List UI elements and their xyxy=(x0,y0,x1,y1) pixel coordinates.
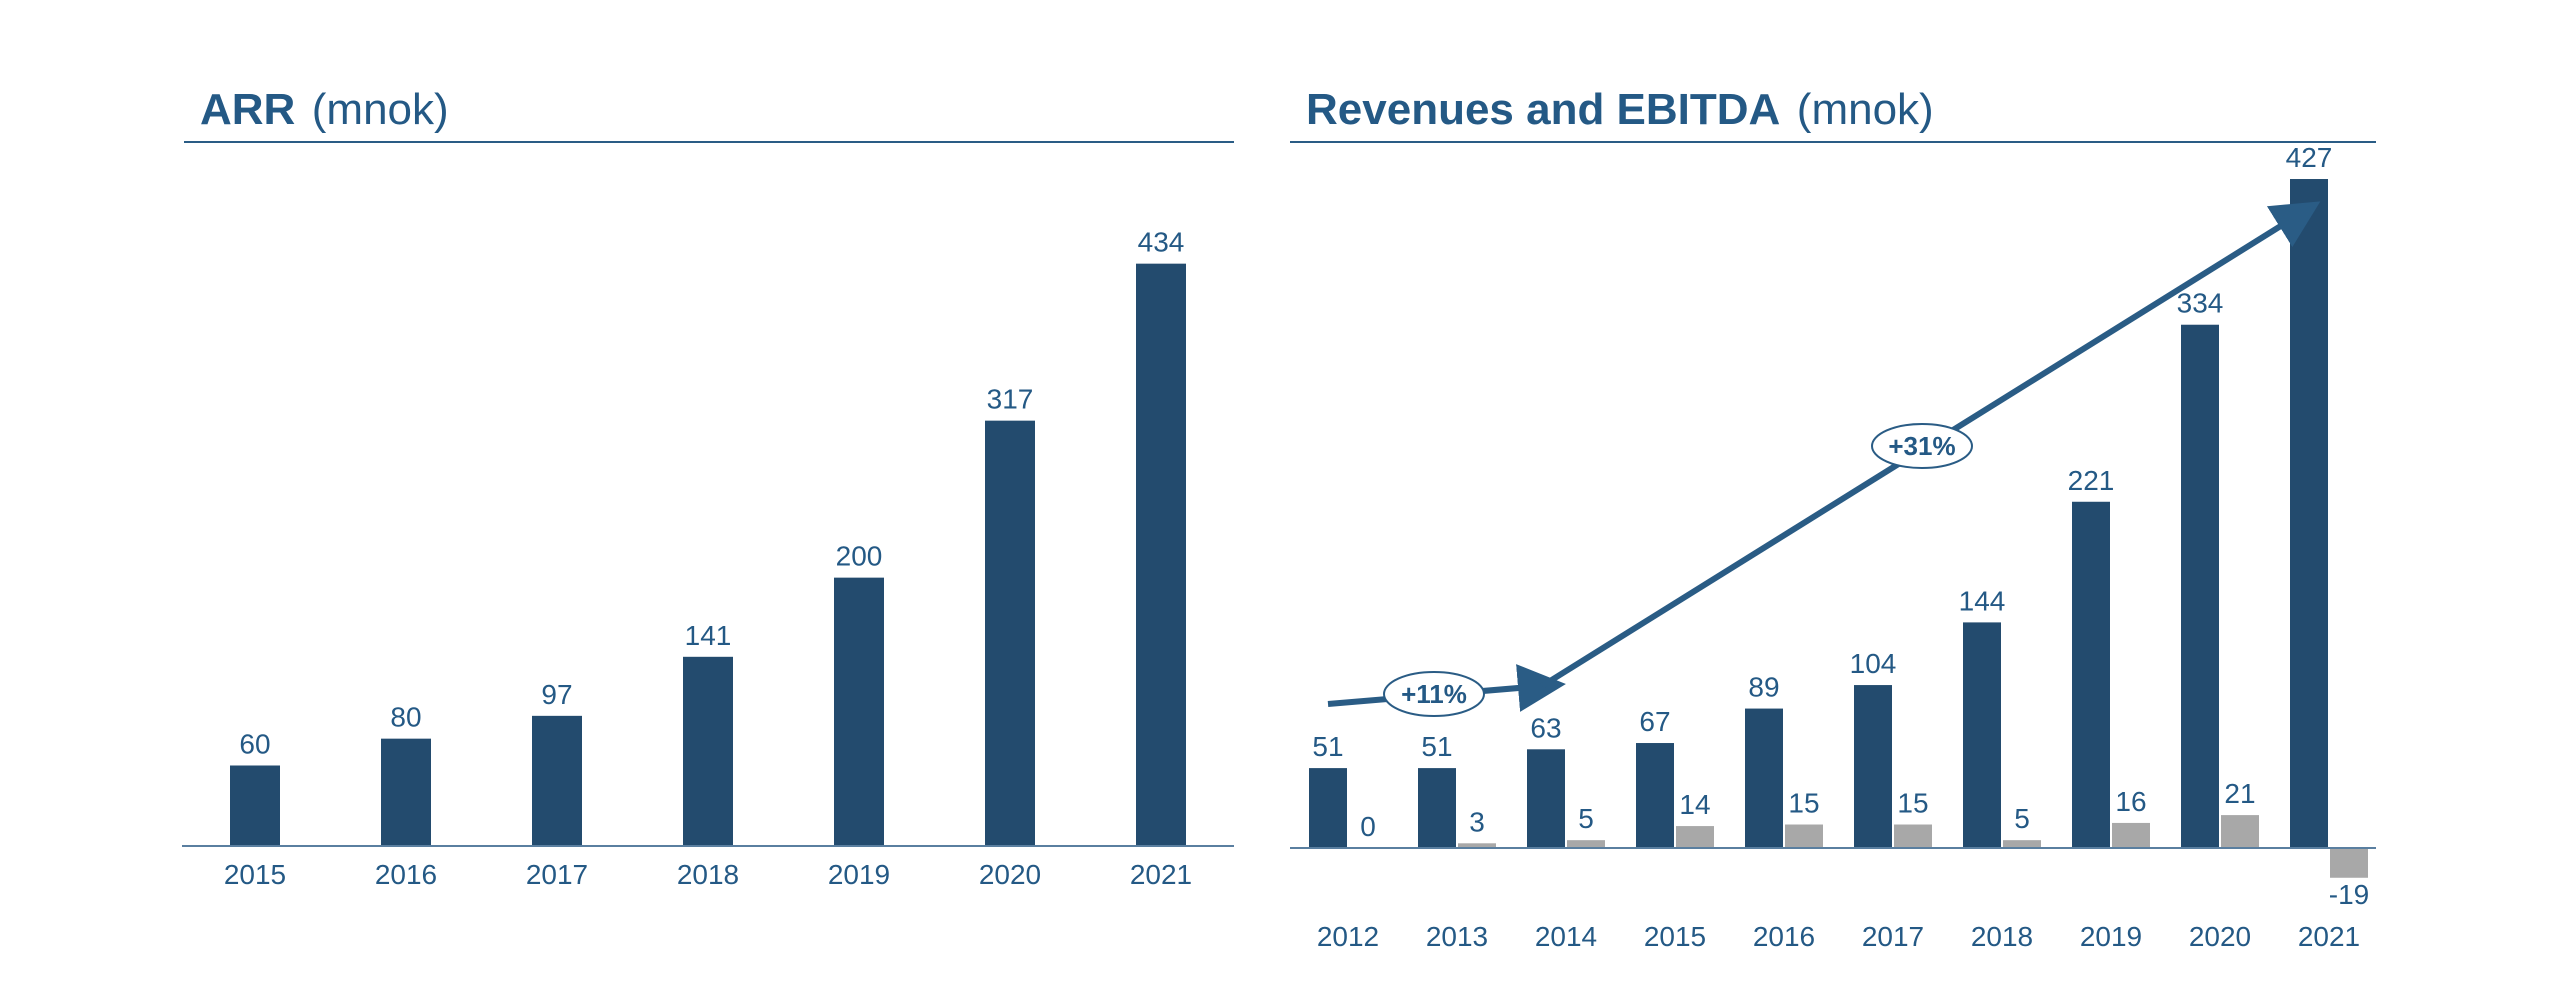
arr-tick-2018: 2018 xyxy=(677,859,739,890)
rev-tick-2014: 2014 xyxy=(1535,921,1597,952)
cagr-badge-1-oval xyxy=(1383,671,1485,717)
cagr-badge-2-oval xyxy=(1871,423,1973,469)
arr-value-label-2017: 97 xyxy=(541,679,572,710)
arr-value-label-2021: 434 xyxy=(1138,227,1185,258)
arr-tick-2019: 2019 xyxy=(828,859,890,890)
rev-value-label-2013: 51 xyxy=(1421,731,1452,762)
ebitda-bar-2015 xyxy=(1676,826,1714,848)
rev-tick-2019: 2019 xyxy=(2080,921,2142,952)
arr-value-label-2016: 80 xyxy=(390,702,421,733)
arr-bar-2016 xyxy=(381,738,431,846)
ebitda-value-label-2015: 14 xyxy=(1679,789,1710,820)
arr-tick-2015: 2015 xyxy=(224,859,286,890)
rev-value-label-2016: 89 xyxy=(1748,672,1779,703)
arr-chart: ARR (mnok) 60 2015 80 2016 97 2017 141 2018 200 2… xyxy=(182,85,1234,890)
rev-value-label-2012: 51 xyxy=(1312,731,1343,762)
rev-bar-2015 xyxy=(1636,743,1674,848)
ebitda-value-label-2017: 15 xyxy=(1897,787,1928,818)
cagr-label-2: +31% xyxy=(1888,431,1955,461)
rev-tick-2021: 2021 xyxy=(2298,921,2360,952)
ebitda-bar-2021 xyxy=(2330,848,2368,878)
rev-value-label-2021: 427 xyxy=(2286,142,2333,173)
rev-value-label-2017: 104 xyxy=(1850,648,1897,679)
rev-tick-2016: 2016 xyxy=(1753,921,1815,952)
rev-value-label-2015: 67 xyxy=(1639,706,1670,737)
ebitda-bar-2013 xyxy=(1458,843,1496,848)
ebitda-bar-2014 xyxy=(1567,840,1605,848)
ebitda-value-label-2013: 3 xyxy=(1469,806,1485,837)
ebitda-value-label-2014: 5 xyxy=(1578,803,1594,834)
arr-bar-2019 xyxy=(834,577,884,846)
rev-title-main: Revenues and EBITDA xyxy=(1306,85,1780,134)
arr-title-unit: (mnok) xyxy=(312,85,449,134)
arr-chart-title: ARR (mnok) xyxy=(200,85,449,134)
revenue-ebitda-chart: Revenues and EBITDA (mnok) 51 0 2012 51 3 201… xyxy=(1290,85,2376,952)
rev-tick-2012: 2012 xyxy=(1317,921,1379,952)
arr-bar-2021 xyxy=(1136,263,1186,846)
rev-bar-2018 xyxy=(1963,622,2001,848)
rev-tick-2018: 2018 xyxy=(1971,921,2033,952)
arr-value-label-2019: 200 xyxy=(836,541,883,572)
rev-tick-2015: 2015 xyxy=(1644,921,1706,952)
ebitda-value-label-2018: 5 xyxy=(2014,803,2030,834)
ebitda-bar-2016 xyxy=(1785,824,1823,848)
arr-bar-2020 xyxy=(985,420,1035,846)
ebitda-bar-2020 xyxy=(2221,815,2259,848)
arr-bar-2017 xyxy=(532,715,582,846)
rev-chart-title: Revenues and EBITDA (mnok) xyxy=(1306,85,1934,134)
rev-bar-2021 xyxy=(2290,179,2328,848)
ebitda-value-label-2019: 16 xyxy=(2115,786,2146,817)
arr-value-label-2018: 141 xyxy=(685,620,732,651)
arr-title-main: ARR xyxy=(200,85,295,134)
ebitda-value-label-2021: -19 xyxy=(2329,879,2369,910)
rev-bars: 51 0 2012 51 3 2013 63 5 2014 67 14 2015 89 15 2016 104… xyxy=(1309,142,2369,952)
arr-value-label-2020: 317 xyxy=(987,384,1034,415)
arr-tick-2017: 2017 xyxy=(526,859,588,890)
cagr-badge-2: +31% xyxy=(1871,423,1973,469)
ebitda-bar-2018 xyxy=(2003,840,2041,848)
rev-bar-2013 xyxy=(1418,768,1456,848)
arr-tick-2020: 2020 xyxy=(979,859,1041,890)
rev-title-unit: (mnok) xyxy=(1797,85,1934,134)
ebitda-value-label-2016: 15 xyxy=(1788,787,1819,818)
arr-bar-2018 xyxy=(683,656,733,846)
arr-tick-2021: 2021 xyxy=(1130,859,1192,890)
rev-tick-2013: 2013 xyxy=(1426,921,1488,952)
rev-bar-2014 xyxy=(1527,749,1565,848)
ebitda-value-label-2020: 21 xyxy=(2224,778,2255,809)
rev-bar-2020 xyxy=(2181,324,2219,849)
ebitda-bar-2017 xyxy=(1894,824,1932,848)
arr-bar-2015 xyxy=(230,765,280,846)
rev-tick-2017: 2017 xyxy=(1862,921,1924,952)
rev-value-label-2014: 63 xyxy=(1530,712,1561,743)
rev-value-label-2020: 334 xyxy=(2177,288,2224,319)
arr-bars: 60 2015 80 2016 97 2017 141 2018 200 2019 317 2020 4… xyxy=(224,227,1192,890)
rev-bar-2019 xyxy=(2072,501,2110,848)
rev-value-label-2019: 221 xyxy=(2068,465,2115,496)
ebitda-bar-2019 xyxy=(2112,822,2150,848)
rev-bar-2012 xyxy=(1309,768,1347,848)
cagr-label-1: +11% xyxy=(1401,679,1467,709)
rev-tick-2020: 2020 xyxy=(2189,921,2251,952)
rev-bar-2016 xyxy=(1745,708,1783,848)
cagr-badge-1: +11% xyxy=(1383,671,1485,717)
rev-value-label-2018: 144 xyxy=(1959,585,2006,616)
rev-bar-2017 xyxy=(1854,685,1892,848)
arr-tick-2016: 2016 xyxy=(375,859,437,890)
ebitda-value-label-2012: 0 xyxy=(1360,811,1376,842)
arr-value-label-2015: 60 xyxy=(239,728,270,759)
